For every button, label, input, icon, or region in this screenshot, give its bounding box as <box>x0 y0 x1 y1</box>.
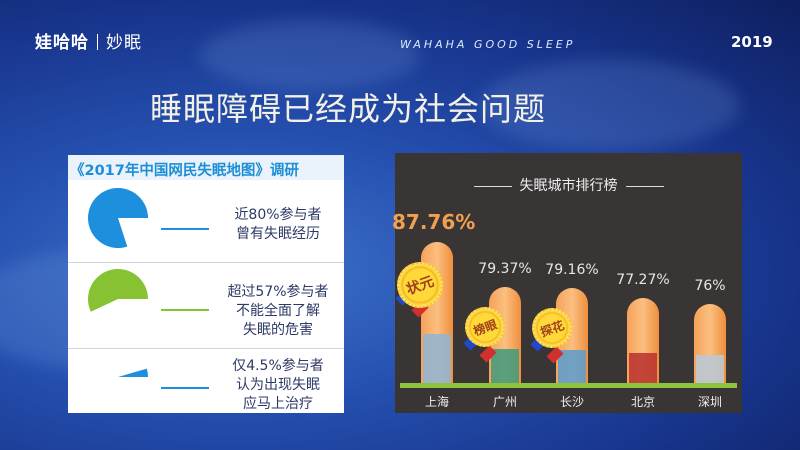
landmark-building <box>558 349 586 383</box>
survey-item: 超过57%参与者 不能全面了解 失眠的危害 <box>68 262 344 348</box>
landmark-building <box>629 353 657 383</box>
category-label: 上海 <box>424 395 449 409</box>
value-label: 79.16% <box>545 261 599 278</box>
chart-title: 失眠城市排行榜 <box>395 175 742 195</box>
ranking-chart: 失眠城市排行榜 87.76% 上海 状元 79.37% 广州 榜眼 79.16% 长沙 探花 77… <box>390 153 742 413</box>
survey-text-line: 失眠的危害 <box>243 322 313 338</box>
logo-main: 娃哈哈 <box>35 33 89 53</box>
year: 2019 <box>731 33 773 51</box>
tagline: WAHAHA GOOD SLEEP <box>400 38 576 51</box>
connector-line <box>161 309 209 311</box>
logo-sub: 妙眠 <box>106 33 142 53</box>
survey-text-line: 曾有失眠经历 <box>236 226 320 242</box>
survey-text: 仅4.5%参与者 认为出现失眠 应马上治疗 <box>214 357 342 414</box>
survey-item: 近80%参与者 曾有失眠经历 <box>68 180 344 262</box>
pie-icon <box>88 269 148 312</box>
pie-icon <box>88 188 148 248</box>
survey-panel: 《2017年中国网民失眠地图》调研 近80%参与者 曾有失眠经历 超过57%参与者不… <box>68 155 344 413</box>
survey-text-line: 不能全面了解 <box>236 303 320 319</box>
logo-divider <box>97 34 98 50</box>
survey-item: 仅4.5%参与者 认为出现失眠 应马上治疗 <box>68 348 344 413</box>
value-label: 77.27% <box>616 271 670 288</box>
survey-text: 超过57%参与者 不能全面了解 失眠的危害 <box>214 283 342 340</box>
value-label: 76% <box>694 278 726 295</box>
connector-line <box>161 387 209 389</box>
landmark-building <box>491 349 519 383</box>
connector-line <box>161 228 209 230</box>
landmark-building <box>696 355 724 383</box>
value-label: 79.37% <box>478 260 532 277</box>
value-label: 87.76% <box>392 210 476 235</box>
category-label: 深圳 <box>697 395 722 409</box>
survey-text-line: 应马上治疗 <box>243 396 313 412</box>
survey-text-line: 认为出现失眠 <box>236 377 320 393</box>
pie-slice <box>88 188 148 248</box>
brand-logo: 娃哈哈 妙眠 <box>35 28 142 53</box>
category-label: 长沙 <box>559 395 584 409</box>
pie-slice <box>88 269 148 312</box>
category-label: 广州 <box>492 395 517 409</box>
survey-heading: 《2017年中国网民失眠地图》调研 <box>68 155 344 180</box>
survey-text: 近80%参与者 曾有失眠经历 <box>214 206 342 244</box>
survey-text-line: 近80%参与者 <box>234 207 322 223</box>
slide-title: 睡眠障碍已经成为社会问题 <box>150 90 547 128</box>
survey-text-line: 超过57%参与者 <box>227 284 329 300</box>
pie-slice <box>118 368 148 377</box>
landmark-building <box>423 333 451 383</box>
pie-icon <box>118 368 148 377</box>
survey-text-line: 仅4.5%参与者 <box>232 358 324 374</box>
category-label: 北京 <box>630 395 655 409</box>
ground-line <box>400 383 737 388</box>
